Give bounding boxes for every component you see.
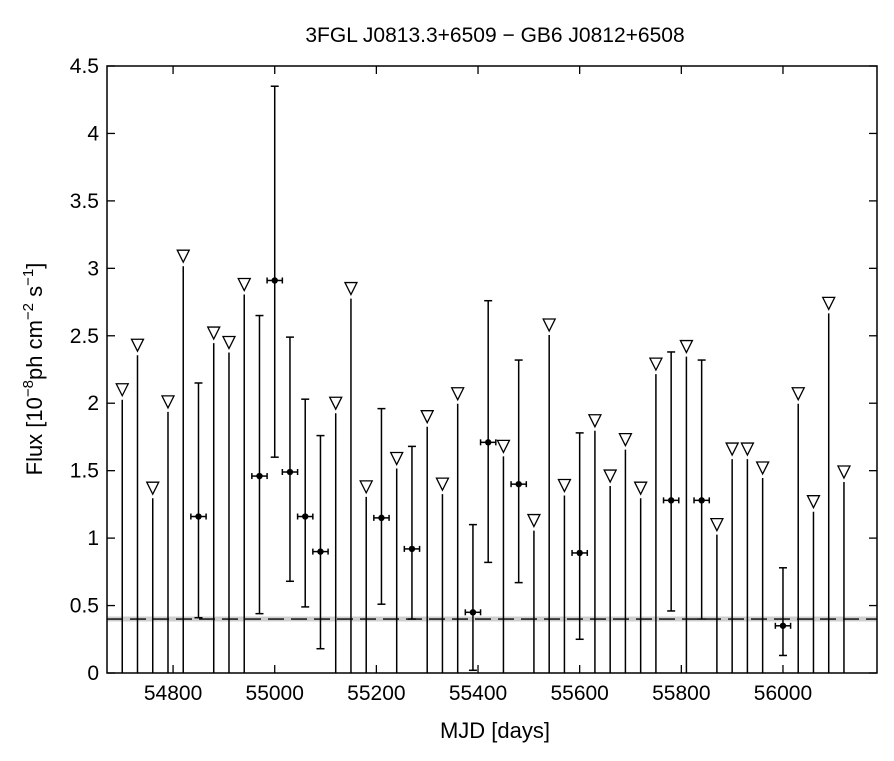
y-axis-label-exp2: −2 — [20, 303, 37, 320]
x-tick-label: 56000 — [754, 682, 812, 705]
detection-point — [469, 609, 477, 616]
upper-limit-marker — [343, 281, 359, 297]
upper-limit-marker — [806, 495, 821, 510]
x-axis-label: MJD [days] — [440, 718, 550, 743]
y-axis-label-exp3: −1 — [20, 269, 37, 286]
detection-point — [271, 277, 278, 284]
y-axis-label-pre: Flux [10 — [22, 397, 47, 475]
detection-point — [779, 622, 787, 629]
y-axis-label-post: ] — [22, 263, 47, 269]
upper-limit-marker — [679, 339, 694, 355]
upper-limit-marker — [496, 439, 511, 454]
y-tick-label: 1 — [87, 527, 99, 550]
upper-limit-marker — [145, 481, 160, 496]
upper-limit-marker — [328, 396, 343, 411]
detection-point — [698, 497, 705, 504]
detection-point — [286, 468, 294, 476]
y-tick-label: 0 — [87, 662, 99, 685]
upper-limit-marker — [633, 481, 648, 496]
x-tick-label: 55000 — [246, 682, 304, 705]
y-axis-label-mid2: s — [22, 286, 47, 303]
upper-limit-marker — [821, 296, 836, 311]
upper-limit-marker — [450, 387, 465, 402]
plot-area: 54800 55000 55200 55400 55600 55800 56000 0 0.5 1… — [70, 55, 878, 705]
y-tick-label: 4 — [87, 122, 99, 145]
detection-point — [317, 548, 324, 555]
x-tick-label: 55600 — [550, 682, 608, 705]
y-axis-label: Flux [10−8ph cm−2 s−1] — [20, 263, 47, 476]
axes-frame — [106, 65, 878, 674]
upper-limit-marker — [725, 442, 740, 457]
y-tick-label: 1.5 — [70, 460, 99, 483]
upper-limit-marker — [221, 335, 237, 350]
x-tick-label: 55800 — [652, 682, 710, 705]
upper-limit-marker — [791, 387, 806, 402]
y-axis-label-exp1: −8 — [20, 380, 37, 397]
y-tick-label: 2.5 — [70, 325, 99, 348]
upper-limit-marker — [420, 410, 435, 425]
upper-limit-marker — [755, 461, 770, 476]
y-tick-label: 3 — [87, 257, 99, 280]
detection-point — [378, 514, 385, 522]
upper-limit-marker — [176, 249, 191, 264]
y-tick-label: 4.5 — [70, 55, 99, 78]
upper-limit-marker — [603, 469, 618, 484]
upper-limit-marker — [542, 318, 557, 333]
detection-point — [256, 472, 263, 480]
upper-limit-marker — [237, 277, 252, 292]
x-tick-label: 54800 — [144, 682, 202, 705]
detection-point — [484, 439, 492, 446]
detection-point — [667, 497, 675, 504]
chart-title: 3FGL J0813.3+6509 − GB6 J0812+6508 — [305, 24, 684, 47]
upper-limit-marker — [359, 480, 374, 495]
upper-limit-marker — [206, 326, 221, 341]
upper-limit-marker — [618, 432, 633, 448]
detection-point — [302, 513, 309, 520]
x-tick-label: 55200 — [347, 682, 405, 705]
upper-limit-marker — [709, 517, 724, 533]
y-tick-label: 2 — [87, 392, 99, 415]
upper-limit-marker — [389, 451, 404, 466]
upper-limit-marker — [526, 513, 541, 529]
y-axis-label-mid1: ph cm — [22, 320, 47, 380]
detection-point — [195, 513, 202, 520]
upper-limit-marker — [557, 478, 572, 493]
upper-limit-marker — [435, 477, 450, 492]
detection-point — [408, 545, 416, 553]
detection-point — [515, 480, 522, 488]
upper-limit-marker — [160, 395, 176, 410]
upper-limit-marker — [115, 383, 130, 398]
detection-point — [576, 549, 583, 557]
upper-limit-marker — [587, 414, 602, 429]
y-tick-label: 3.5 — [70, 190, 99, 213]
x-tick-label: 55400 — [449, 682, 507, 705]
upper-limit-marker — [836, 465, 852, 480]
upper-limit-marker — [740, 442, 755, 457]
upper-limit-marker — [130, 338, 145, 353]
upper-limit-marker — [648, 357, 663, 372]
y-tick-label: 0.5 — [70, 595, 99, 618]
